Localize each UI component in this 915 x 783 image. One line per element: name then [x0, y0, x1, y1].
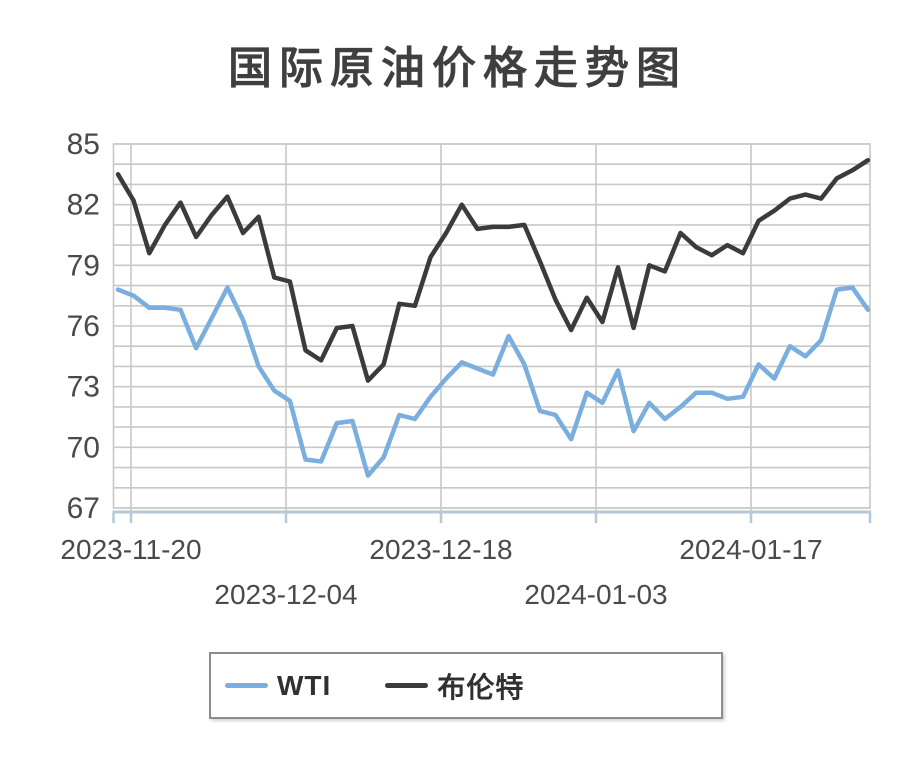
chart-title: 国际原油价格走势图 [228, 44, 687, 93]
x-axis-label: 2023-12-04 [214, 579, 357, 610]
price-chart: 85 82 79 76 73 70 67 2023-11-20 2023-12-04 2023-1… [60, 128, 872, 610]
plot-border [112, 143, 871, 509]
x-axis-label: 2024-01-03 [524, 579, 667, 610]
x-axis-label: 2024-01-17 [679, 534, 822, 565]
legend-item-brent[interactable]: 布伦特 [385, 666, 524, 706]
y-axis-label: 67 [67, 492, 100, 525]
legend: WTI 布伦特 [209, 652, 723, 719]
y-axis-label: 79 [67, 249, 100, 282]
y-axis-label: 70 [67, 431, 100, 464]
legend-label-wti: WTI [277, 669, 332, 701]
y-axis-label: 85 [67, 128, 100, 161]
wti-line-swatch-icon [225, 683, 268, 688]
x-axis-label: 2023-12-18 [369, 534, 512, 565]
x-axis-label: 2023-11-20 [60, 534, 201, 565]
y-axis-label: 73 [67, 371, 100, 404]
y-axis-label: 76 [67, 310, 100, 343]
y-axis-label: 82 [67, 189, 100, 222]
wti-line [115, 285, 871, 478]
legend-item-wti[interactable]: WTI [225, 670, 331, 702]
brent-line [115, 157, 871, 383]
legend-label-brent: 布伦特 [437, 671, 525, 703]
brent-line-swatch-icon [385, 683, 429, 688]
